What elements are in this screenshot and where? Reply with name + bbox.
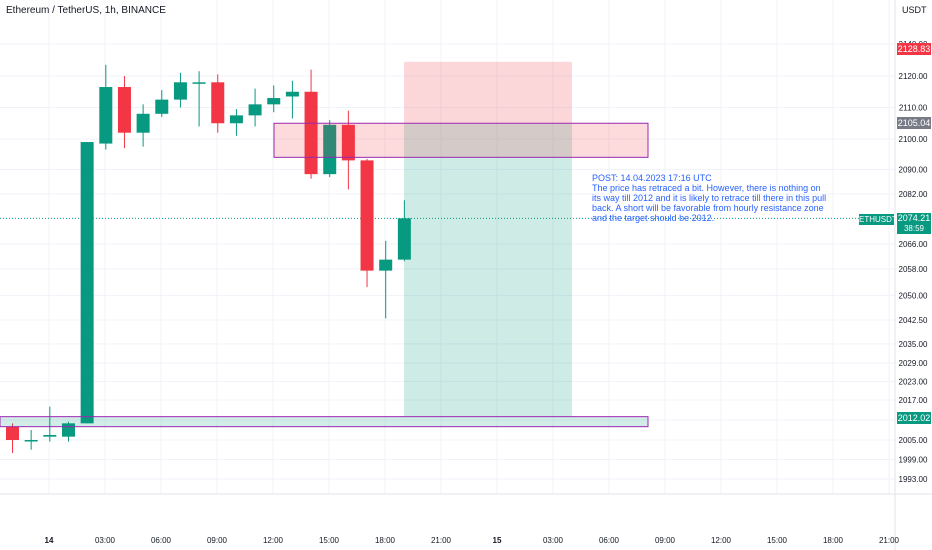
time-tick-label: 15:00 [319,536,340,545]
candle-body [192,82,206,84]
price-tick-label: 2066.00 [899,240,928,249]
candle-body [136,113,150,133]
price-tick-label: 2058.00 [899,265,928,274]
candle-body [6,426,19,440]
candle-body [285,91,299,97]
time-tick-label: 12:00 [263,536,284,545]
axis-currency: USDT [902,5,927,15]
chart-title: Ethereum / TetherUS, 1h, BINANCE [6,5,166,16]
time-tick-label: 15 [493,536,502,545]
candle-body [99,87,113,144]
target-price-tag: 2012.02 [897,412,931,424]
price-tick-label: 2035.00 [899,340,928,349]
price-axis: 2140.002120.002110.002100.002090.002082.… [894,0,928,550]
time-tick-label: 12:00 [711,536,732,545]
time-tick-label: 03:00 [95,536,116,545]
analysis-note: POST: 14.04.2023 17:16 UTC The price has… [592,173,827,223]
candle-body [360,160,374,271]
price-tick-label: 2023.00 [899,378,928,387]
time-tick-label: 15:00 [767,536,788,545]
candle-body [211,82,225,124]
price-tick-label: 2082.00 [899,190,928,199]
countdown-tag: 38:59 [897,224,931,234]
candle-body [229,115,243,124]
price-tick-label: 1999.00 [899,456,928,465]
time-tick-label: 21:00 [879,536,900,545]
price-tick-label: 2110.00 [899,104,928,113]
symbol-tag: ETHUSDT [859,214,897,225]
price-tick-label: 2029.00 [899,359,928,368]
candle-body [43,435,57,437]
candle-body [341,124,355,161]
current-price-tag: 2074.21 [897,213,931,224]
support-zone [0,416,649,428]
time-tick-label: 06:00 [151,536,172,545]
time-tick-label: 09:00 [655,536,676,545]
price-tick-label: 2017.00 [899,396,928,405]
price-tick-label: 2050.00 [899,291,928,300]
time-tick-label: 18:00 [375,536,396,545]
resistance-zone [273,122,649,158]
time-tick-label: 21:00 [431,536,452,545]
position-tool [404,61,572,417]
candle-body [323,124,337,175]
price-tick-label: 2120.00 [899,72,928,81]
sr-zones [0,122,649,428]
price-tick-label: 2042.50 [899,316,928,325]
candle-body [304,91,318,175]
candle-body [173,82,187,100]
candle-body [248,104,262,116]
candle-body [267,98,281,105]
take-profit-box [404,123,572,417]
candle-body [397,218,411,260]
entry-price-tag: 2105.04 [897,117,931,129]
candle-body [379,259,393,271]
time-tick-label: 14 [45,536,54,545]
price-tick-label: 1993.00 [899,475,928,484]
candle-body [80,142,94,424]
time-tick-label: 09:00 [207,536,228,545]
time-tick-label: 06:00 [599,536,620,545]
price-tick-label: 2090.00 [899,166,928,175]
chart-grid [0,0,895,494]
candle-body [117,87,131,133]
tp-price-tag: 2128.83 [897,43,931,55]
time-tick-label: 18:00 [823,536,844,545]
time-axis: 14 03:00 06:00 09:00 12:00 15:00 18:00 21:00 15 0… [0,493,932,545]
price-tick-label: 2005.00 [899,436,928,445]
time-tick-label: 03:00 [543,536,564,545]
candlestick-series [6,64,411,453]
candle-body [24,440,38,442]
stop-loss-box [404,61,572,124]
price-tick-label: 2100.00 [899,135,928,144]
candle-body [155,99,169,114]
